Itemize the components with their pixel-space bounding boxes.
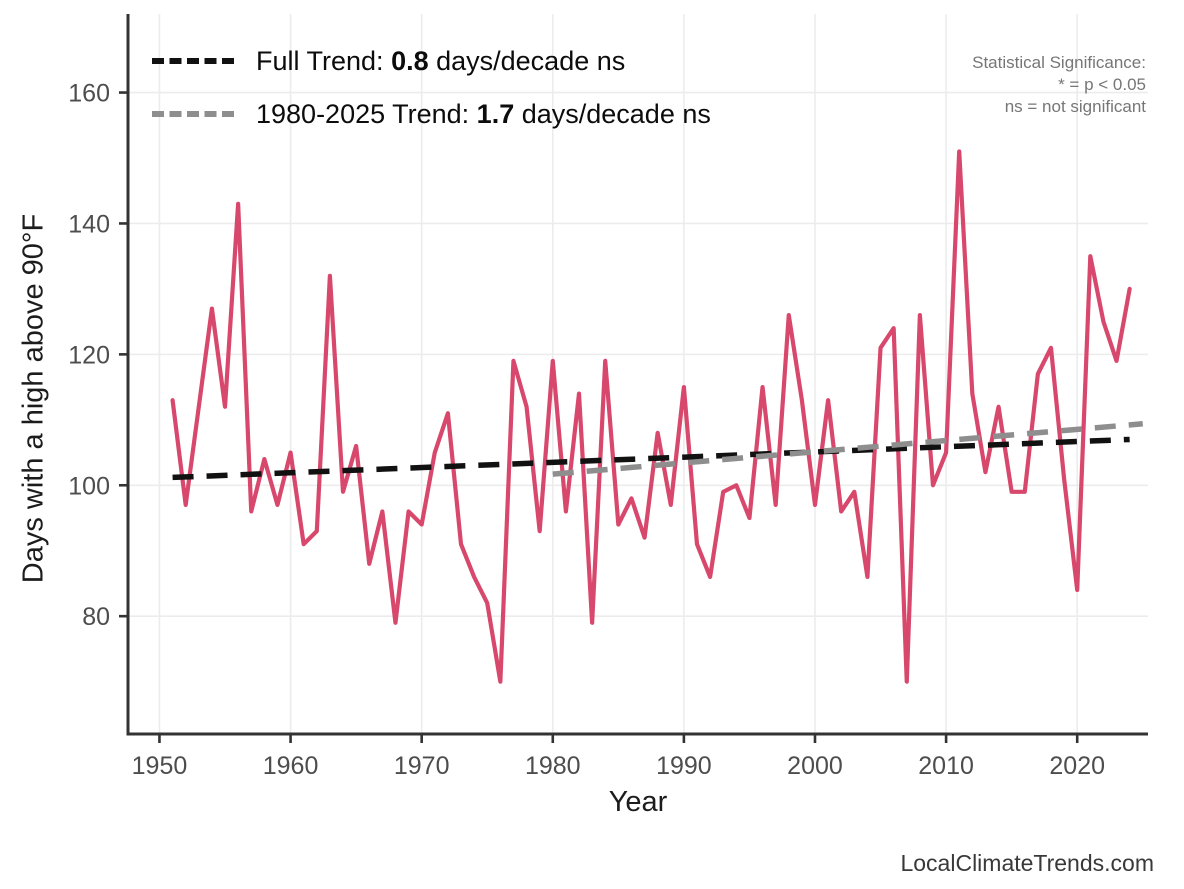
full-trend-line [172,436,1130,481]
significance-note-line2: * = p < 0.05 [1058,75,1146,94]
x-tick-label: 2000 [787,752,843,780]
watermark: LocalClimateTrends.com [900,850,1154,876]
x-axis-title: Year [608,786,668,818]
y-tick-label: 80 [82,603,110,631]
x-tick-label: 1970 [394,752,450,780]
significance-note: Statistical Significance: * = p < 0.05 n… [972,52,1146,118]
y-tick-label: 100 [68,472,110,500]
recent-trend-line [552,421,1143,477]
y-tick-label: 140 [68,210,110,238]
x-tick-label: 1950 [132,752,188,780]
trend-legend: Full Trend: 0.8 days/decade ns 1980-2025… [152,38,711,144]
annual-days-above-90F-line [170,149,1132,684]
legend-row-full-trend: Full Trend: 0.8 days/decade ns [152,38,711,84]
full-trend-label: Full Trend: 0.8 days/decade ns [256,45,626,76]
x-tick-label: 2010 [918,752,974,780]
x-tick-label: 1980 [525,752,581,780]
full-trend-dash-icon [152,58,234,64]
y-tick-label: 120 [68,341,110,369]
y-axis-title: Days with a high above 90°F [17,213,50,584]
legend-row-recent-trend: 1980-2025 Trend: 1.7 days/decade ns [152,91,711,137]
significance-note-line3: ns = not significant [1004,97,1146,116]
y-tick-label: 160 [68,80,110,108]
recent-trend-label: 1980-2025 Trend: 1.7 days/decade ns [256,98,711,129]
x-tick-label: 2020 [1049,752,1105,780]
x-tick-label: 1990 [656,752,712,780]
significance-note-line1: Statistical Significance: [972,53,1146,72]
recent-trend-dash-icon [152,111,234,117]
x-tick-label: 1960 [263,752,319,780]
